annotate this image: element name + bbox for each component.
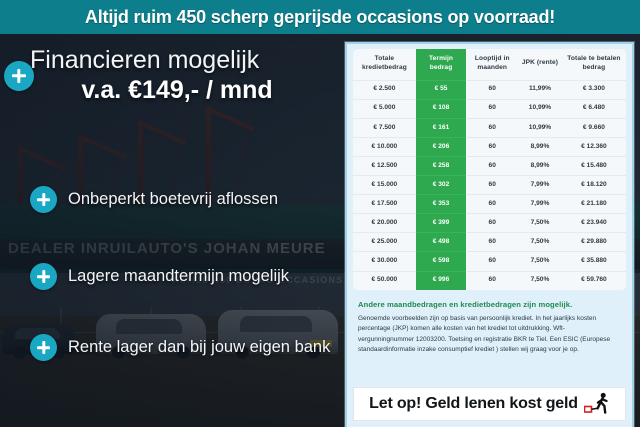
financing-table: Totale kredietbedrag Termijn bedrag Loopti… [353, 49, 626, 290]
promo-headline-line1: Financieren mogelijk [30, 46, 260, 74]
table-cell: € 206 [415, 137, 467, 157]
table-cell: € 5.000 [353, 98, 416, 119]
table-cell: 60 [466, 137, 519, 157]
promo-bullet-3: Rente lager dan bij jouw eigen bank [30, 334, 330, 361]
table-cell: 7,50% [518, 213, 562, 233]
table-cell: 60 [466, 232, 519, 252]
table-row: € 20.000 € 399 60 7,50% € 23.940 [353, 213, 626, 233]
table-header-row: Totale kredietbedrag Termijn bedrag Loopti… [353, 49, 626, 81]
promo-headline-line2: v.a. €149,- / mnd [81, 76, 273, 104]
table-cell: € 3.300 [561, 79, 626, 100]
table-cell: € 25.000 [353, 232, 416, 252]
table-cell: 60 [466, 156, 519, 176]
table-cell: 60 [466, 98, 519, 119]
promo-column: Financieren mogelijk v.a. €149,- / mnd O… [0, 34, 345, 427]
running-man-ball-and-chain-icon [583, 392, 610, 416]
warning-banner: Let op! Geld lenen kost geld [353, 387, 626, 421]
table-cell: 7,50% [518, 251, 562, 272]
table-cell: € 353 [415, 194, 467, 214]
table-cell: € 18.120 [561, 175, 626, 195]
table-cell: € 6.480 [561, 98, 626, 119]
table-cell: 8,99% [518, 137, 562, 157]
plus-icon [30, 263, 57, 290]
table-column-header: Totale kredietbedrag [361, 55, 407, 71]
table-row: € 50.000 € 996 60 7,50% € 59.760 [353, 270, 626, 290]
top-headline-banner: Altijd ruim 450 scherp geprijsde occasio… [0, 0, 640, 34]
table-cell: 8,99% [518, 156, 562, 176]
disclaimer-block: Andere maandbedragen en kredietbedragen … [358, 300, 621, 356]
table-row: € 15.000 € 302 60 7,99% € 18.120 [353, 175, 626, 195]
table-cell: 60 [466, 270, 519, 290]
table-cell: € 15.480 [561, 156, 626, 176]
plus-icon [30, 334, 57, 361]
table-column-header: Looptijd in maanden [474, 55, 510, 71]
table-cell: € 23.940 [561, 213, 626, 233]
plus-icon [4, 61, 34, 91]
table-cell: € 50.000 [353, 270, 416, 290]
table-cell: 10,99% [518, 117, 562, 138]
table-cell: 60 [466, 117, 519, 138]
table-cell: € 161 [415, 117, 467, 138]
table-row: € 10.000 € 206 60 8,99% € 12.360 [353, 137, 626, 157]
table-row: € 17.500 € 353 60 7,99% € 21.180 [353, 194, 626, 214]
table-cell: € 598 [415, 251, 467, 272]
table-cell: € 108 [415, 98, 467, 119]
table-cell: € 55 [415, 79, 467, 100]
table-cell: € 30.000 [353, 251, 416, 272]
table-cell: € 498 [415, 232, 467, 252]
table-cell: 60 [466, 175, 519, 195]
table-cell: € 996 [415, 270, 467, 290]
table-cell: € 10.000 [353, 137, 416, 157]
table-cell: € 21.180 [561, 194, 626, 214]
financing-table-wrapper: Totale kredietbedrag Termijn bedrag Loopti… [353, 49, 626, 290]
table-cell: € 15.000 [353, 175, 416, 195]
table-cell: 11,99% [518, 79, 562, 100]
table-body: € 2.500 € 55 60 11,99% € 3.300 € 5.000 € 108 60… [353, 79, 626, 290]
table-cell: € 9.660 [561, 117, 626, 138]
table-cell: € 29.880 [561, 232, 626, 252]
table-column-header: Totale te betalen bedrag [567, 55, 621, 71]
table-row: € 7.500 € 161 60 10,99% € 9.660 [353, 117, 626, 138]
promo-bullet-2: Lagere maandtermijn mogelijk [30, 263, 289, 290]
table-cell: € 2.500 [353, 79, 416, 100]
disclaimer-body: Genoemde voorbeelden zijn op basis van p… [358, 314, 611, 354]
table-cell: € 7.500 [353, 117, 416, 138]
warning-text: Let op! Geld lenen kost geld [369, 395, 578, 412]
promo-headline-block: Financieren mogelijk v.a. €149,- / mnd [30, 46, 342, 105]
table-column-header: JPK (rente) [521, 59, 559, 67]
table-cell: € 258 [415, 156, 467, 176]
table-cell: € 35.880 [561, 251, 626, 272]
table-cell: € 12.500 [353, 156, 416, 176]
table-cell: 7,99% [518, 175, 562, 195]
table-cell: € 59.760 [561, 270, 626, 290]
plus-icon [30, 186, 57, 213]
table-row: € 2.500 € 55 60 11,99% € 3.300 [353, 79, 626, 100]
table-cell: 60 [466, 213, 519, 233]
promo-bullet-label: Rente lager dan bij jouw eigen bank [68, 338, 331, 356]
table-row: € 25.000 € 498 60 7,50% € 29.880 [353, 232, 626, 252]
table-cell: € 399 [415, 213, 467, 233]
promo-bullet-1: Onbeperkt boetevrij aflossen [30, 186, 278, 213]
table-row: € 30.000 € 598 60 7,50% € 35.880 [353, 251, 626, 272]
table-row: € 12.500 € 258 60 8,99% € 15.480 [353, 156, 626, 176]
table-cell: € 12.360 [561, 137, 626, 157]
disclaimer-heading: Andere maandbedragen en kredietbedragen … [358, 299, 573, 309]
table-cell: 60 [466, 251, 519, 272]
table-cell: 7,50% [518, 270, 562, 290]
table-cell: 7,50% [518, 232, 562, 252]
table-cell: 7,99% [518, 194, 562, 214]
table-row: € 5.000 € 108 60 10,99% € 6.480 [353, 98, 626, 119]
table-cell: € 302 [415, 175, 467, 195]
table-cell: 10,99% [518, 98, 562, 119]
financing-info-card: Totale kredietbedrag Termijn bedrag Loopti… [345, 42, 634, 427]
table-cell: € 20.000 [353, 213, 416, 233]
promo-bullet-label: Onbeperkt boetevrij aflossen [68, 190, 279, 208]
table-cell: € 17.500 [353, 194, 416, 214]
table-cell: 60 [466, 194, 519, 214]
table-column-header: Termijn bedrag [415, 49, 467, 81]
top-headline-text: Altijd ruim 450 scherp geprijsde occasio… [84, 6, 556, 27]
table-cell: 60 [466, 79, 519, 100]
promo-bullet-label: Lagere maandtermijn mogelijk [68, 267, 290, 285]
